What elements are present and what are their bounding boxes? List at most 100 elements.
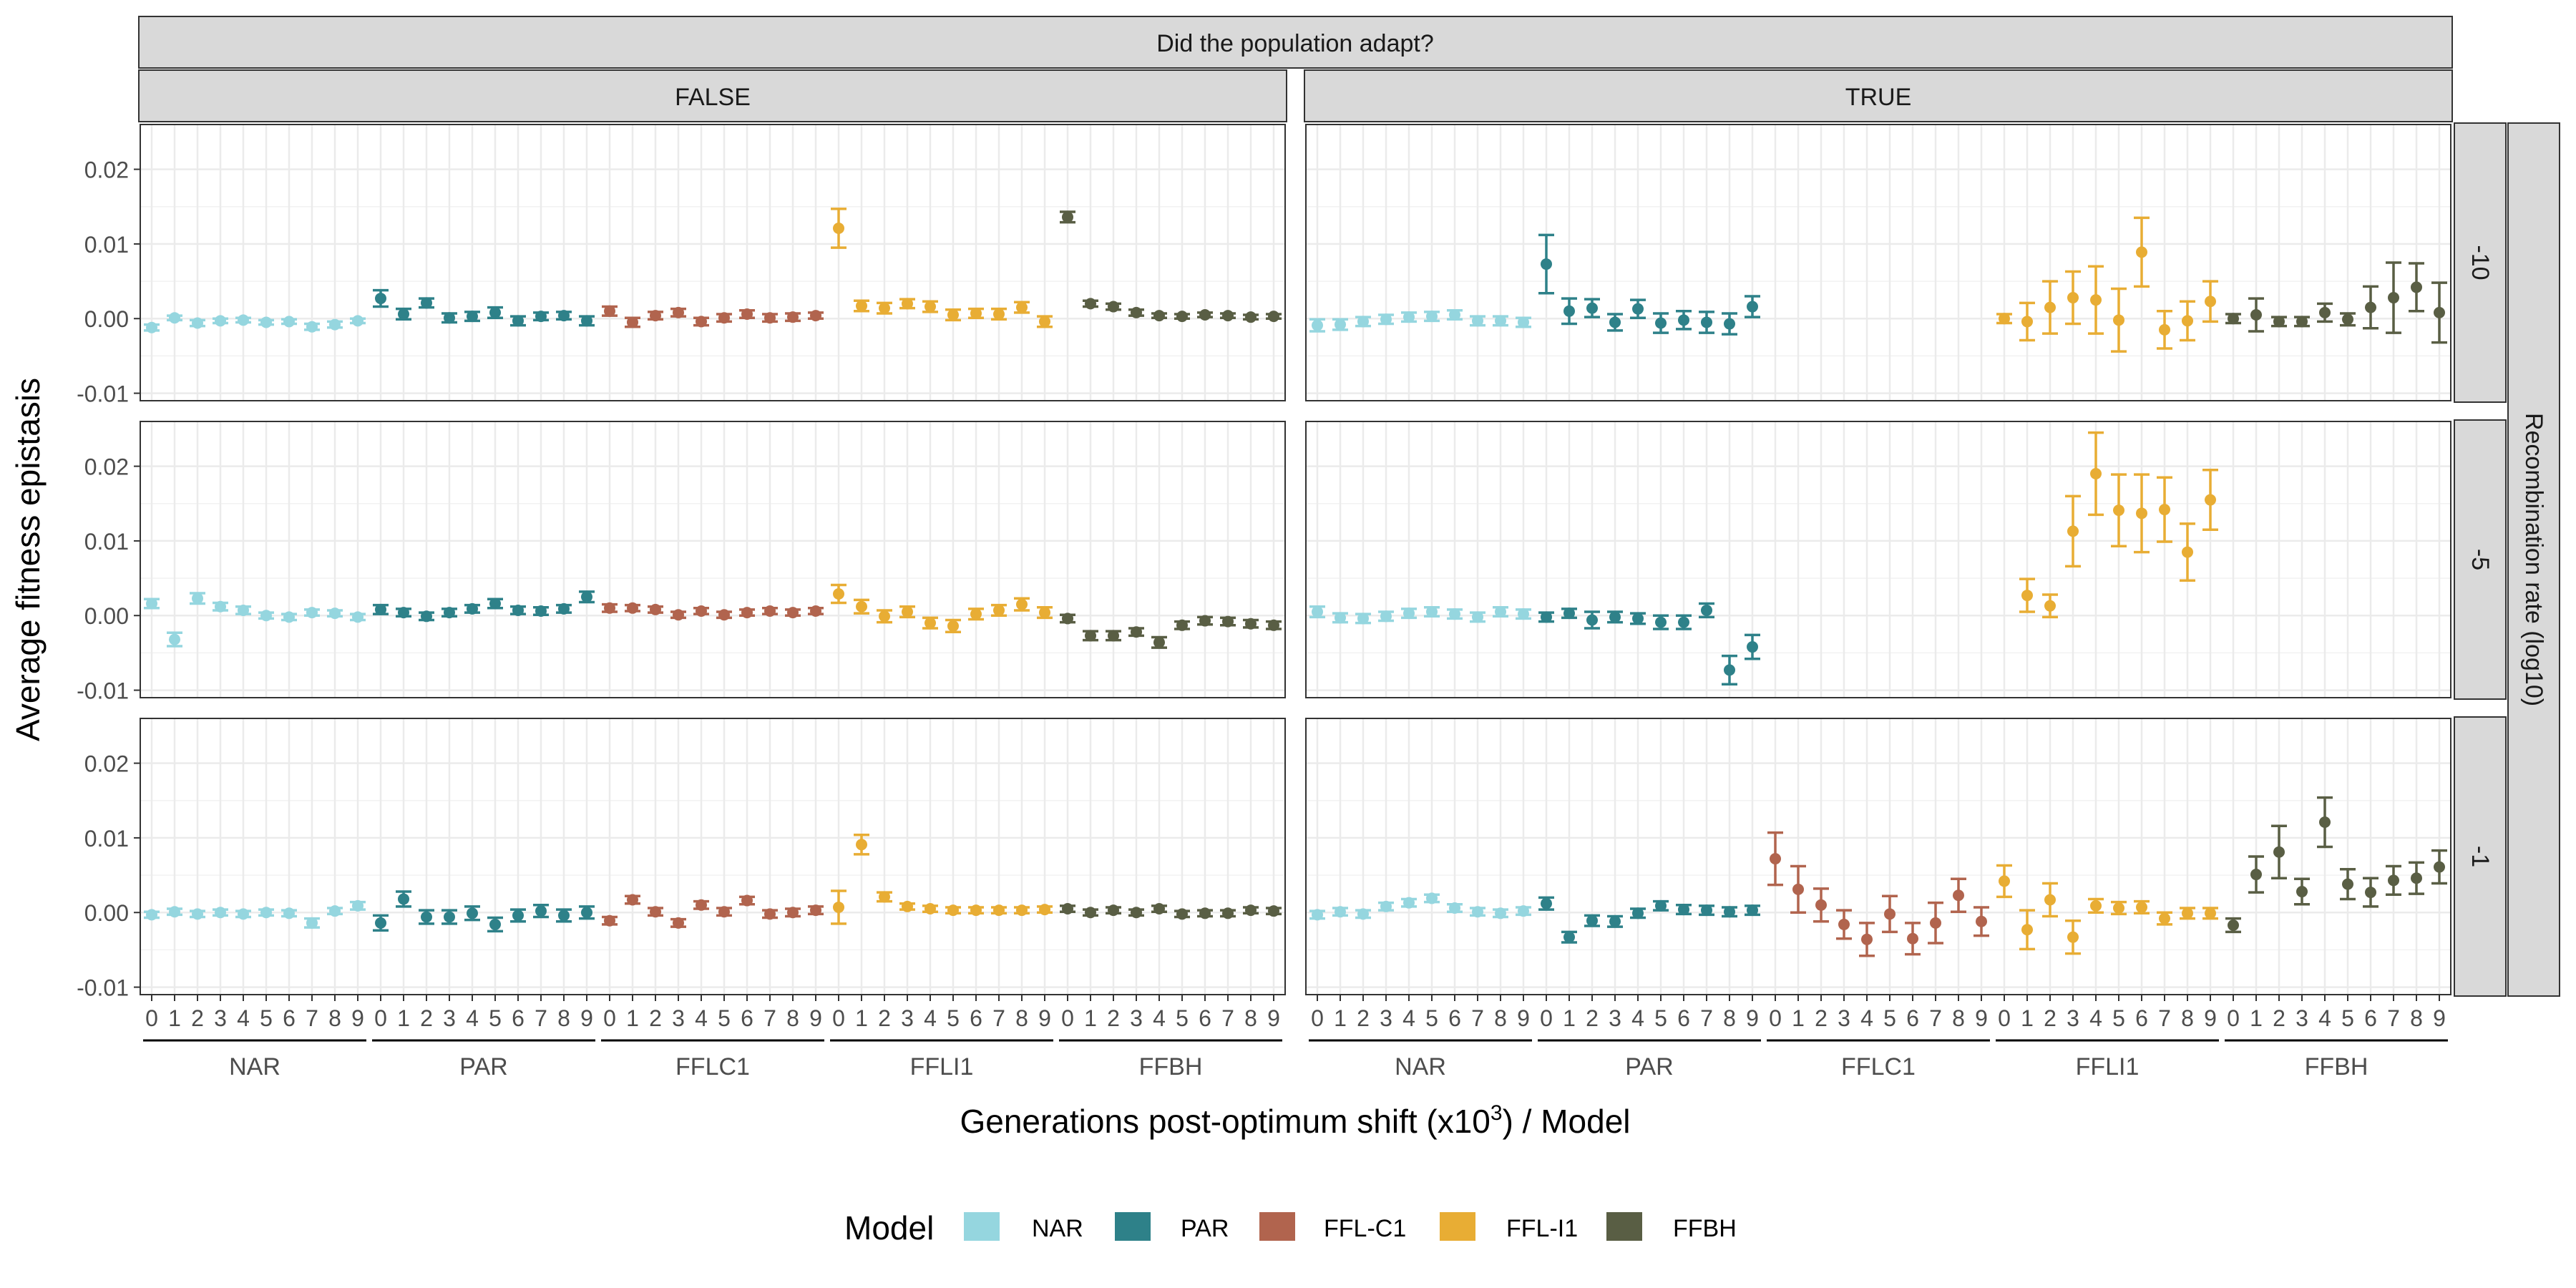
point-ffli1-4 bbox=[2090, 294, 2102, 306]
x-tick-label: 0 bbox=[374, 1005, 387, 1031]
panel-false-rm10-border bbox=[140, 124, 1286, 401]
point-nar-8 bbox=[329, 608, 341, 620]
x-tick-label: 7 bbox=[1929, 1005, 1942, 1031]
x-tick-label: 6 bbox=[1677, 1005, 1690, 1031]
panels-layer: 0.020.010.00-0.010.020.010.00-0.010.020.… bbox=[77, 124, 2451, 1080]
group-label-par: PAR bbox=[1625, 1053, 1673, 1080]
point-fflc1-3 bbox=[673, 609, 684, 621]
point-ffbh-4 bbox=[2319, 306, 2331, 318]
group-label-ffli1: FFLI1 bbox=[910, 1053, 974, 1080]
legend-key-nar bbox=[964, 1212, 1000, 1241]
point-par-5 bbox=[489, 597, 501, 610]
point-nar-0 bbox=[146, 597, 157, 610]
x-tick-label: 5 bbox=[1883, 1005, 1896, 1031]
point-ffbh-9 bbox=[1268, 311, 1279, 323]
point-par-2 bbox=[421, 297, 432, 309]
point-nar-4 bbox=[238, 908, 249, 920]
x-tick-label: 5 bbox=[1425, 1005, 1438, 1031]
point-ffli1-3 bbox=[2067, 292, 2079, 304]
point-ffli1-6 bbox=[2136, 507, 2147, 519]
y-tick-label: 0.00 bbox=[84, 900, 129, 926]
x-tick-label: 3 bbox=[901, 1005, 914, 1031]
panel-true-rm10-background bbox=[1306, 125, 2451, 401]
point-ffli1-6 bbox=[970, 307, 982, 319]
point-par-7 bbox=[535, 311, 547, 323]
point-par-8 bbox=[558, 310, 570, 322]
x-tick-label: 3 bbox=[672, 1005, 685, 1031]
point-ffbh-6 bbox=[2365, 887, 2376, 899]
point-par-7 bbox=[535, 605, 547, 617]
x-tick-label: 6 bbox=[741, 1005, 753, 1031]
point-ffli1-5 bbox=[947, 904, 959, 917]
x-tick-label: 9 bbox=[809, 1005, 822, 1031]
group-label-ffbh: FFBH bbox=[2305, 1053, 2368, 1080]
x-tick-label: 9 bbox=[580, 1005, 593, 1031]
x-tick-label: 6 bbox=[1199, 1005, 1211, 1031]
x-tick-label: 5 bbox=[2341, 1005, 2354, 1031]
point-ffbh-3 bbox=[2296, 316, 2308, 328]
row-strips: -10 -5 -1 Recombination rate (log10) bbox=[2454, 122, 2560, 997]
point-par-2 bbox=[1586, 302, 1598, 314]
point-nar-0 bbox=[146, 909, 157, 921]
point-ffbh-7 bbox=[1222, 907, 1234, 919]
point-ffli1-9 bbox=[1039, 904, 1050, 916]
point-nar-1 bbox=[169, 633, 180, 645]
point-ffbh-0 bbox=[1062, 903, 1073, 915]
x-tick-label: 1 bbox=[2250, 1005, 2263, 1031]
x-tick-label: 2 bbox=[2273, 1005, 2285, 1031]
point-ffli1-4 bbox=[2090, 468, 2102, 480]
point-fflc1-7 bbox=[764, 908, 776, 920]
point-nar-7 bbox=[306, 607, 318, 619]
point-ffli1-1 bbox=[2021, 924, 2033, 936]
y-tick-label: 0.00 bbox=[84, 603, 129, 629]
point-nar-6 bbox=[1449, 309, 1460, 321]
point-fflc1-4 bbox=[1861, 933, 1873, 945]
panel-false-rm10: 0.02 0.01 0.00 -0.01 bbox=[77, 124, 1286, 407]
point-ffli1-3 bbox=[902, 298, 913, 310]
row-strip-minus10-background bbox=[2454, 122, 2507, 403]
point-nar-1 bbox=[1335, 318, 1346, 331]
point-ffli1-8 bbox=[2182, 546, 2193, 558]
x-tick-label: 9 bbox=[2204, 1005, 2217, 1031]
x-tick-label: 8 bbox=[1952, 1005, 1965, 1031]
x-tick-label: 2 bbox=[1357, 1005, 1370, 1031]
column-strips: FALSE TRUE bbox=[138, 69, 2453, 122]
x-tick-label: 8 bbox=[557, 1005, 570, 1031]
point-par-0 bbox=[1541, 897, 1552, 909]
point-par-1 bbox=[1563, 608, 1575, 620]
point-par-8 bbox=[1724, 664, 1735, 676]
point-ffbh-5 bbox=[2342, 878, 2353, 890]
x-tick-label: 4 bbox=[1402, 1005, 1415, 1031]
x-tick-label: 2 bbox=[2044, 1005, 2057, 1031]
x-tick-label: 8 bbox=[2181, 1005, 2194, 1031]
point-nar-2 bbox=[192, 908, 203, 920]
point-ffbh-2 bbox=[1108, 630, 1119, 642]
x-tick-label: 0 bbox=[1769, 1005, 1782, 1031]
point-fflc1-2 bbox=[650, 310, 661, 322]
x-tick-label: 4 bbox=[924, 1005, 937, 1031]
point-ffli1-6 bbox=[2136, 901, 2147, 913]
point-nar-5 bbox=[1426, 606, 1438, 618]
column-strip-false-background bbox=[138, 69, 1287, 122]
point-ffli1-1 bbox=[2021, 316, 2033, 328]
point-nar-2 bbox=[192, 317, 203, 329]
point-ffbh-7 bbox=[1222, 615, 1234, 628]
x-tick-label: 8 bbox=[2410, 1005, 2423, 1031]
x-tick-label: 7 bbox=[535, 1005, 547, 1031]
x-axis-title-prefix: Generations post-optimum shift (x10 bbox=[960, 1103, 1490, 1140]
point-nar-6 bbox=[283, 611, 295, 623]
y-tick-label: 0.01 bbox=[84, 529, 129, 555]
point-ffli1-9 bbox=[2205, 907, 2216, 919]
point-ffli1-5 bbox=[947, 309, 959, 321]
point-ffbh-3 bbox=[1131, 306, 1142, 318]
point-ffli1-6 bbox=[970, 904, 982, 917]
point-par-9 bbox=[581, 315, 592, 327]
legend-label-ffbh: FFBH bbox=[1673, 1215, 1737, 1242]
point-par-3 bbox=[444, 911, 455, 923]
x-tick-label: 0 bbox=[1061, 1005, 1074, 1031]
point-par-4 bbox=[467, 602, 478, 615]
point-par-5 bbox=[1655, 317, 1667, 329]
y-tick-label: 0.02 bbox=[84, 454, 129, 480]
group-label-par: PAR bbox=[459, 1053, 507, 1080]
